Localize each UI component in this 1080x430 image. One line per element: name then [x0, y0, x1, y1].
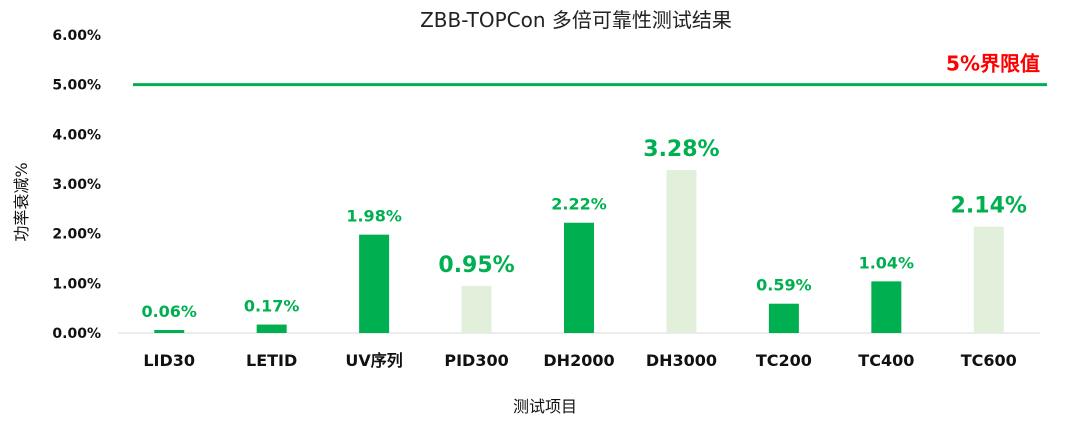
y-axis-label: 功率衰减% — [12, 162, 31, 241]
data-label: 0.06% — [141, 302, 197, 321]
y-tick-labels: 0.00% 1.00% 2.00% 3.00% 4.00% 5.00% 6.00% — [52, 28, 101, 342]
x-tick-label: LID30 — [143, 351, 195, 370]
y-axis: 0.00% 1.00% 2.00% 3.00% 4.00% 5.00% 6.00% — [52, 28, 101, 342]
x-tick-label: UV序列 — [345, 351, 402, 370]
y-tick-label: 1.00% — [52, 276, 101, 292]
bar — [973, 226, 1004, 333]
x-tick-label: TC600 — [961, 351, 1017, 370]
y-tick-label: 2.00% — [52, 227, 101, 243]
data-labels: 0.06% 0.17% 1.98% 0.95% 2.22% 3.28% 0.59% 1.04%… — [141, 137, 1026, 321]
y-tick-label: 5.00% — [52, 78, 101, 94]
x-axis: LID30 LETID UV序列 PID300 DH2000 DH3000 TC200 TC4… — [118, 332, 1040, 370]
limit-line-label: 5%界限值 — [946, 52, 1040, 76]
bar — [871, 281, 902, 333]
x-tick-label: LETID — [246, 351, 297, 370]
data-label: 0.95% — [438, 253, 514, 278]
chart-title: ZBB-TOPCon 多倍可靠性测试结果 — [420, 8, 732, 32]
y-tick-label: 3.00% — [52, 177, 101, 193]
x-tick-label: TC200 — [756, 351, 812, 370]
data-label: 1.04% — [859, 253, 915, 272]
data-label: 2.14% — [951, 194, 1027, 219]
bar — [154, 330, 185, 333]
bar — [564, 222, 594, 333]
bar — [768, 303, 799, 333]
y-tick-label: 0.00% — [52, 326, 101, 342]
y-tick-label: 6.00% — [52, 28, 101, 44]
data-label: 3.28% — [643, 137, 719, 162]
x-tick-labels: LID30 LETID UV序列 PID300 DH2000 DH3000 TC200 TC4… — [143, 351, 1016, 370]
data-label: 0.59% — [756, 276, 812, 295]
data-label: 0.17% — [244, 297, 300, 316]
x-tick-label: DH2000 — [543, 351, 614, 370]
x-axis-label: 测试项目 — [513, 397, 577, 416]
x-tick-label: PID300 — [444, 351, 508, 370]
bar — [256, 324, 287, 333]
data-label: 2.22% — [551, 195, 607, 214]
x-tick-label: TC400 — [858, 351, 914, 370]
bar — [461, 285, 492, 333]
bar — [359, 234, 390, 333]
y-tick-label: 4.00% — [52, 127, 101, 143]
bar-series — [154, 170, 1004, 333]
data-label: 1.98% — [346, 207, 402, 226]
x-tick-label: DH3000 — [646, 351, 717, 370]
bar — [666, 170, 697, 333]
